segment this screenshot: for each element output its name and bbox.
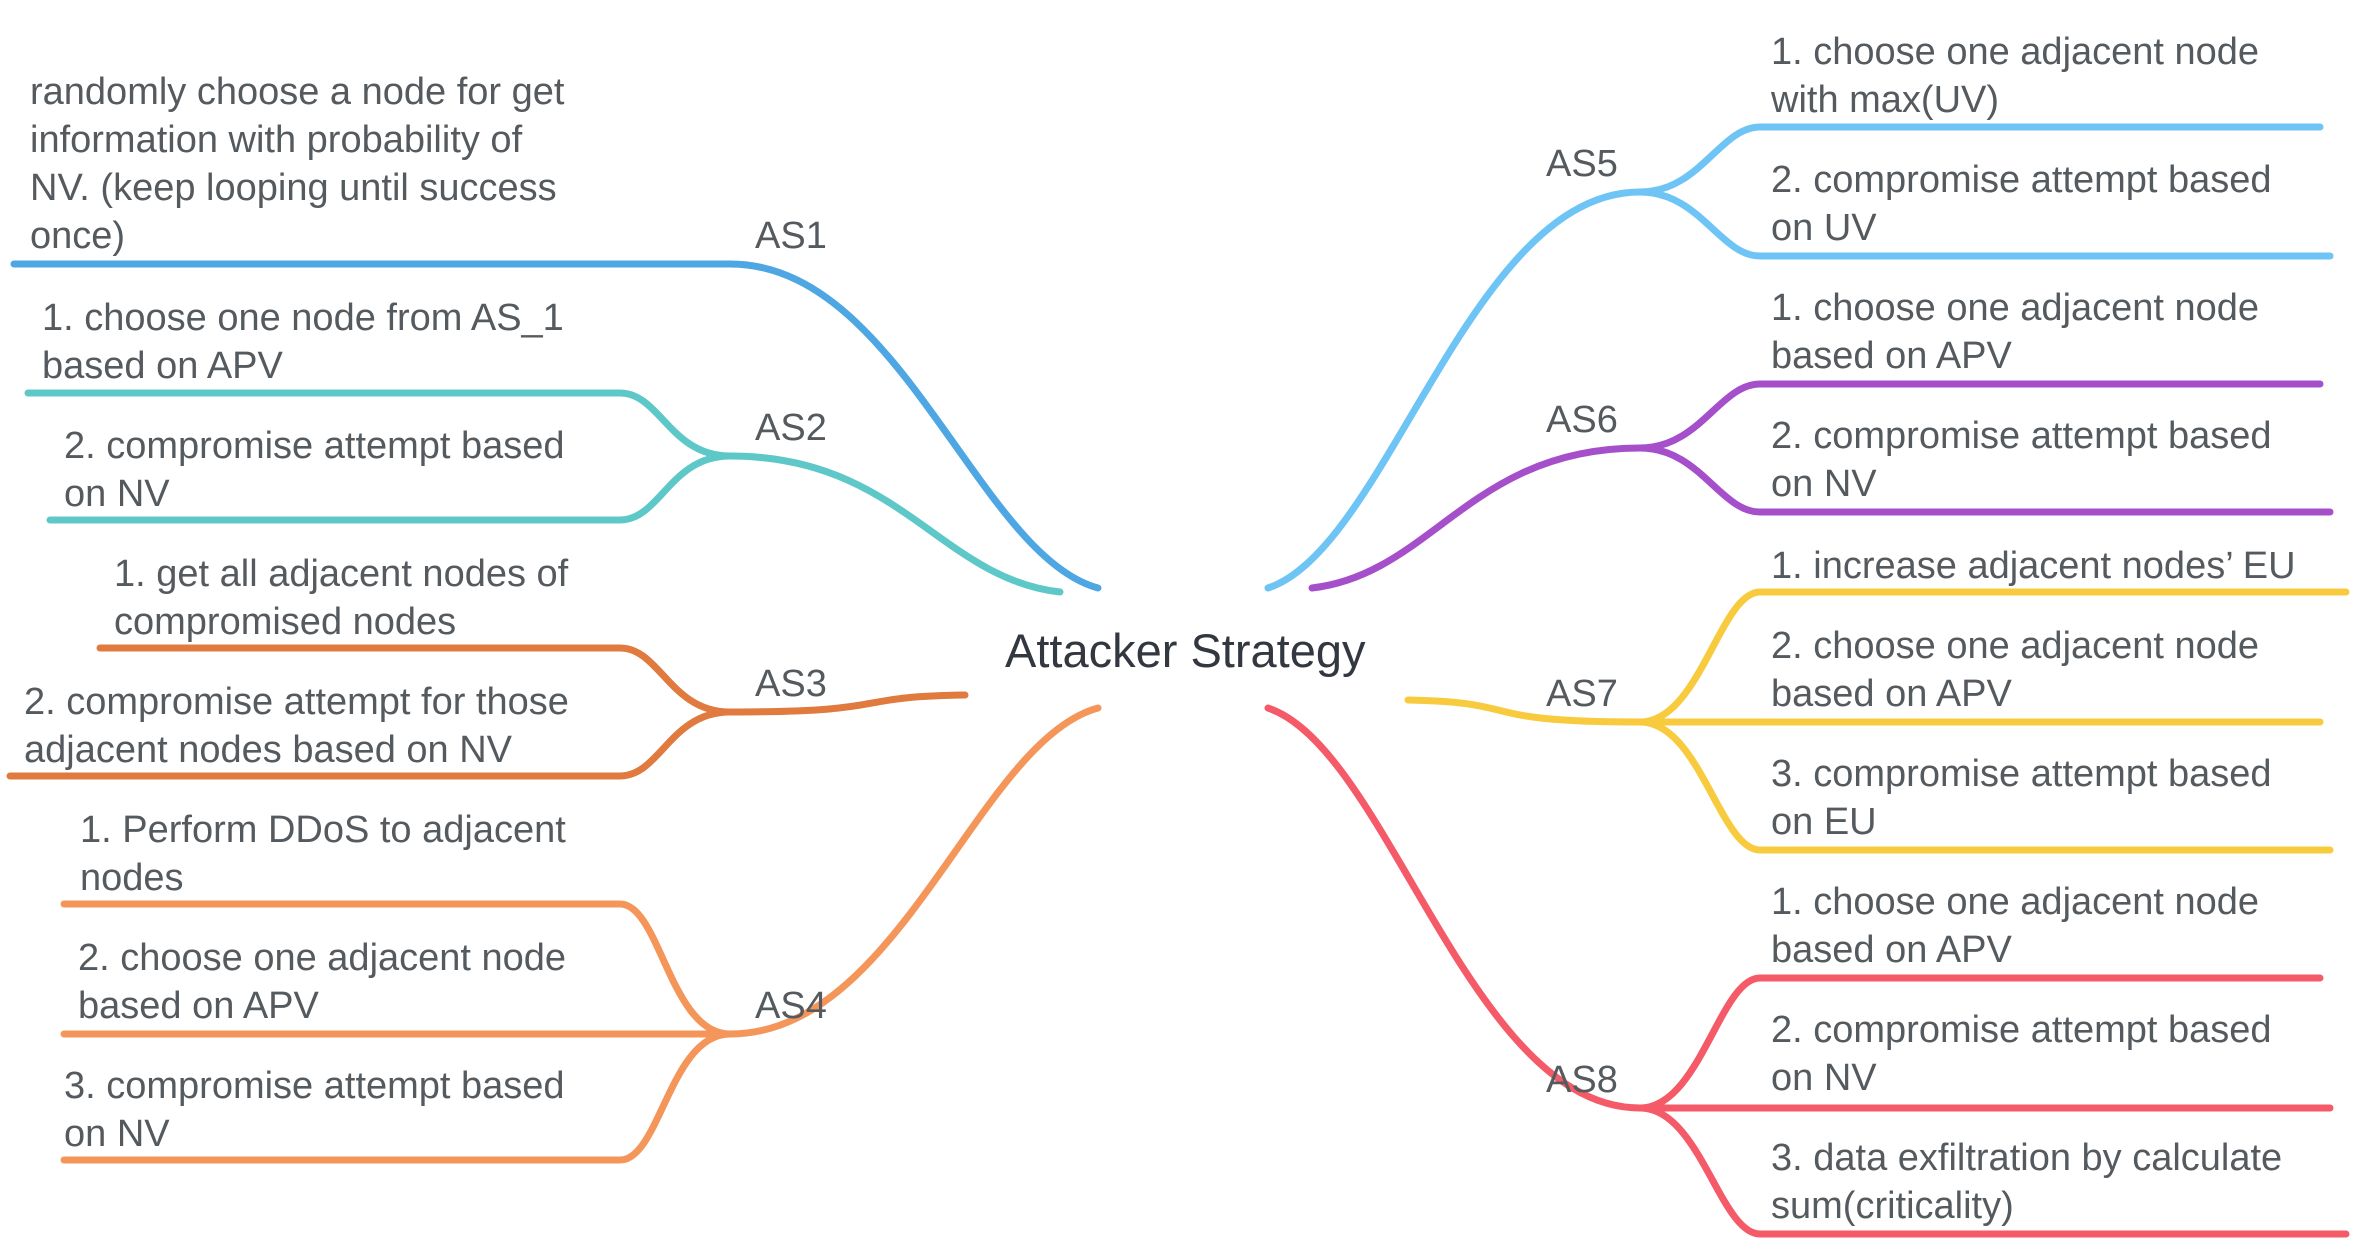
as3-step-2-underline [6,708,734,780]
strategy-label-as6[interactable]: AS6 [1546,399,1618,441]
as6-step-1-underline [1636,380,2324,452]
as7-step-3[interactable]: 3. compromise attempt based on EU [1771,753,2272,843]
branch-as2 [726,452,1064,596]
as8-step-1[interactable]: 1. choose one adjacent node based on APV [1771,881,2260,971]
as5-step-1-underline [1636,123,2324,196]
as8-step-3-underline [1636,1104,2350,1238]
as3-step-1[interactable]: 1. get all adjacent nodes of compromised… [114,553,569,643]
strategy-label-as4[interactable]: AS4 [755,985,827,1027]
as1-step-1[interactable]: randomly choose a node for get informati… [30,71,565,257]
strategy-label-as2[interactable]: AS2 [755,407,827,449]
as8-step-3[interactable]: 3. data exfiltration by calculate sum(cr… [1771,1137,2283,1227]
strategy-label-as5[interactable]: AS5 [1546,143,1618,185]
as7-step-2[interactable]: 2. choose one adjacent node based on APV [1771,625,2260,715]
as4-step-3[interactable]: 3. compromise attempt based on NV [64,1065,565,1155]
as6-step-1[interactable]: 1. choose one adjacent node based on APV [1771,287,2260,377]
strategy-label-as7[interactable]: AS7 [1546,673,1618,715]
branch-as1 [726,260,1102,592]
as2-step-1-underline [24,389,734,460]
as7-step-1-underline [1636,588,2350,726]
root-node-label[interactable]: Attacker Strategy [1005,624,1366,677]
as5-step-2-underline [1636,188,2334,260]
as2-step-2[interactable]: 2. compromise attempt based on NV [64,425,565,515]
branch-as4 [726,704,1102,1038]
branch-as5 [1264,188,1644,592]
branch-as6 [1308,444,1644,592]
as2-step-1[interactable]: 1. choose one node from AS_1 based on AP… [42,297,564,387]
as2-step-2-underline [46,452,734,524]
as5-step-2[interactable]: 2. compromise attempt based on UV [1771,159,2272,249]
branch-as7 [1404,696,1644,726]
branch-as3 [726,691,969,716]
as4-step-1-underline [60,900,734,1038]
as4-step-2[interactable]: 2. choose one adjacent node based on APV [78,937,567,1027]
as3-step-1-underline [96,644,734,716]
as3-step-2[interactable]: 2. compromise attempt for those adjacent… [24,681,569,771]
branch-as8 [1264,704,1644,1112]
strategy-label-as1[interactable]: AS1 [755,215,827,257]
as6-step-2-underline [1636,444,2334,516]
as8-step-2[interactable]: 2. compromise attempt based on NV [1771,1009,2272,1099]
as4-step-1[interactable]: 1. Perform DDoS to adjacent nodes [80,809,566,899]
as7-step-3-underline [1636,718,2334,854]
as4-step-3-underline [60,1030,734,1164]
as7-step-1[interactable]: 1. increase adjacent nodes’ EU [1771,545,2296,587]
strategy-label-as8[interactable]: AS8 [1546,1059,1618,1101]
as6-step-2[interactable]: 2. compromise attempt based on NV [1771,415,2272,505]
as5-step-1[interactable]: 1. choose one adjacent node with max(UV) [1771,31,2260,121]
as8-step-1-underline [1636,974,2324,1112]
strategy-label-as3[interactable]: AS3 [755,663,827,705]
